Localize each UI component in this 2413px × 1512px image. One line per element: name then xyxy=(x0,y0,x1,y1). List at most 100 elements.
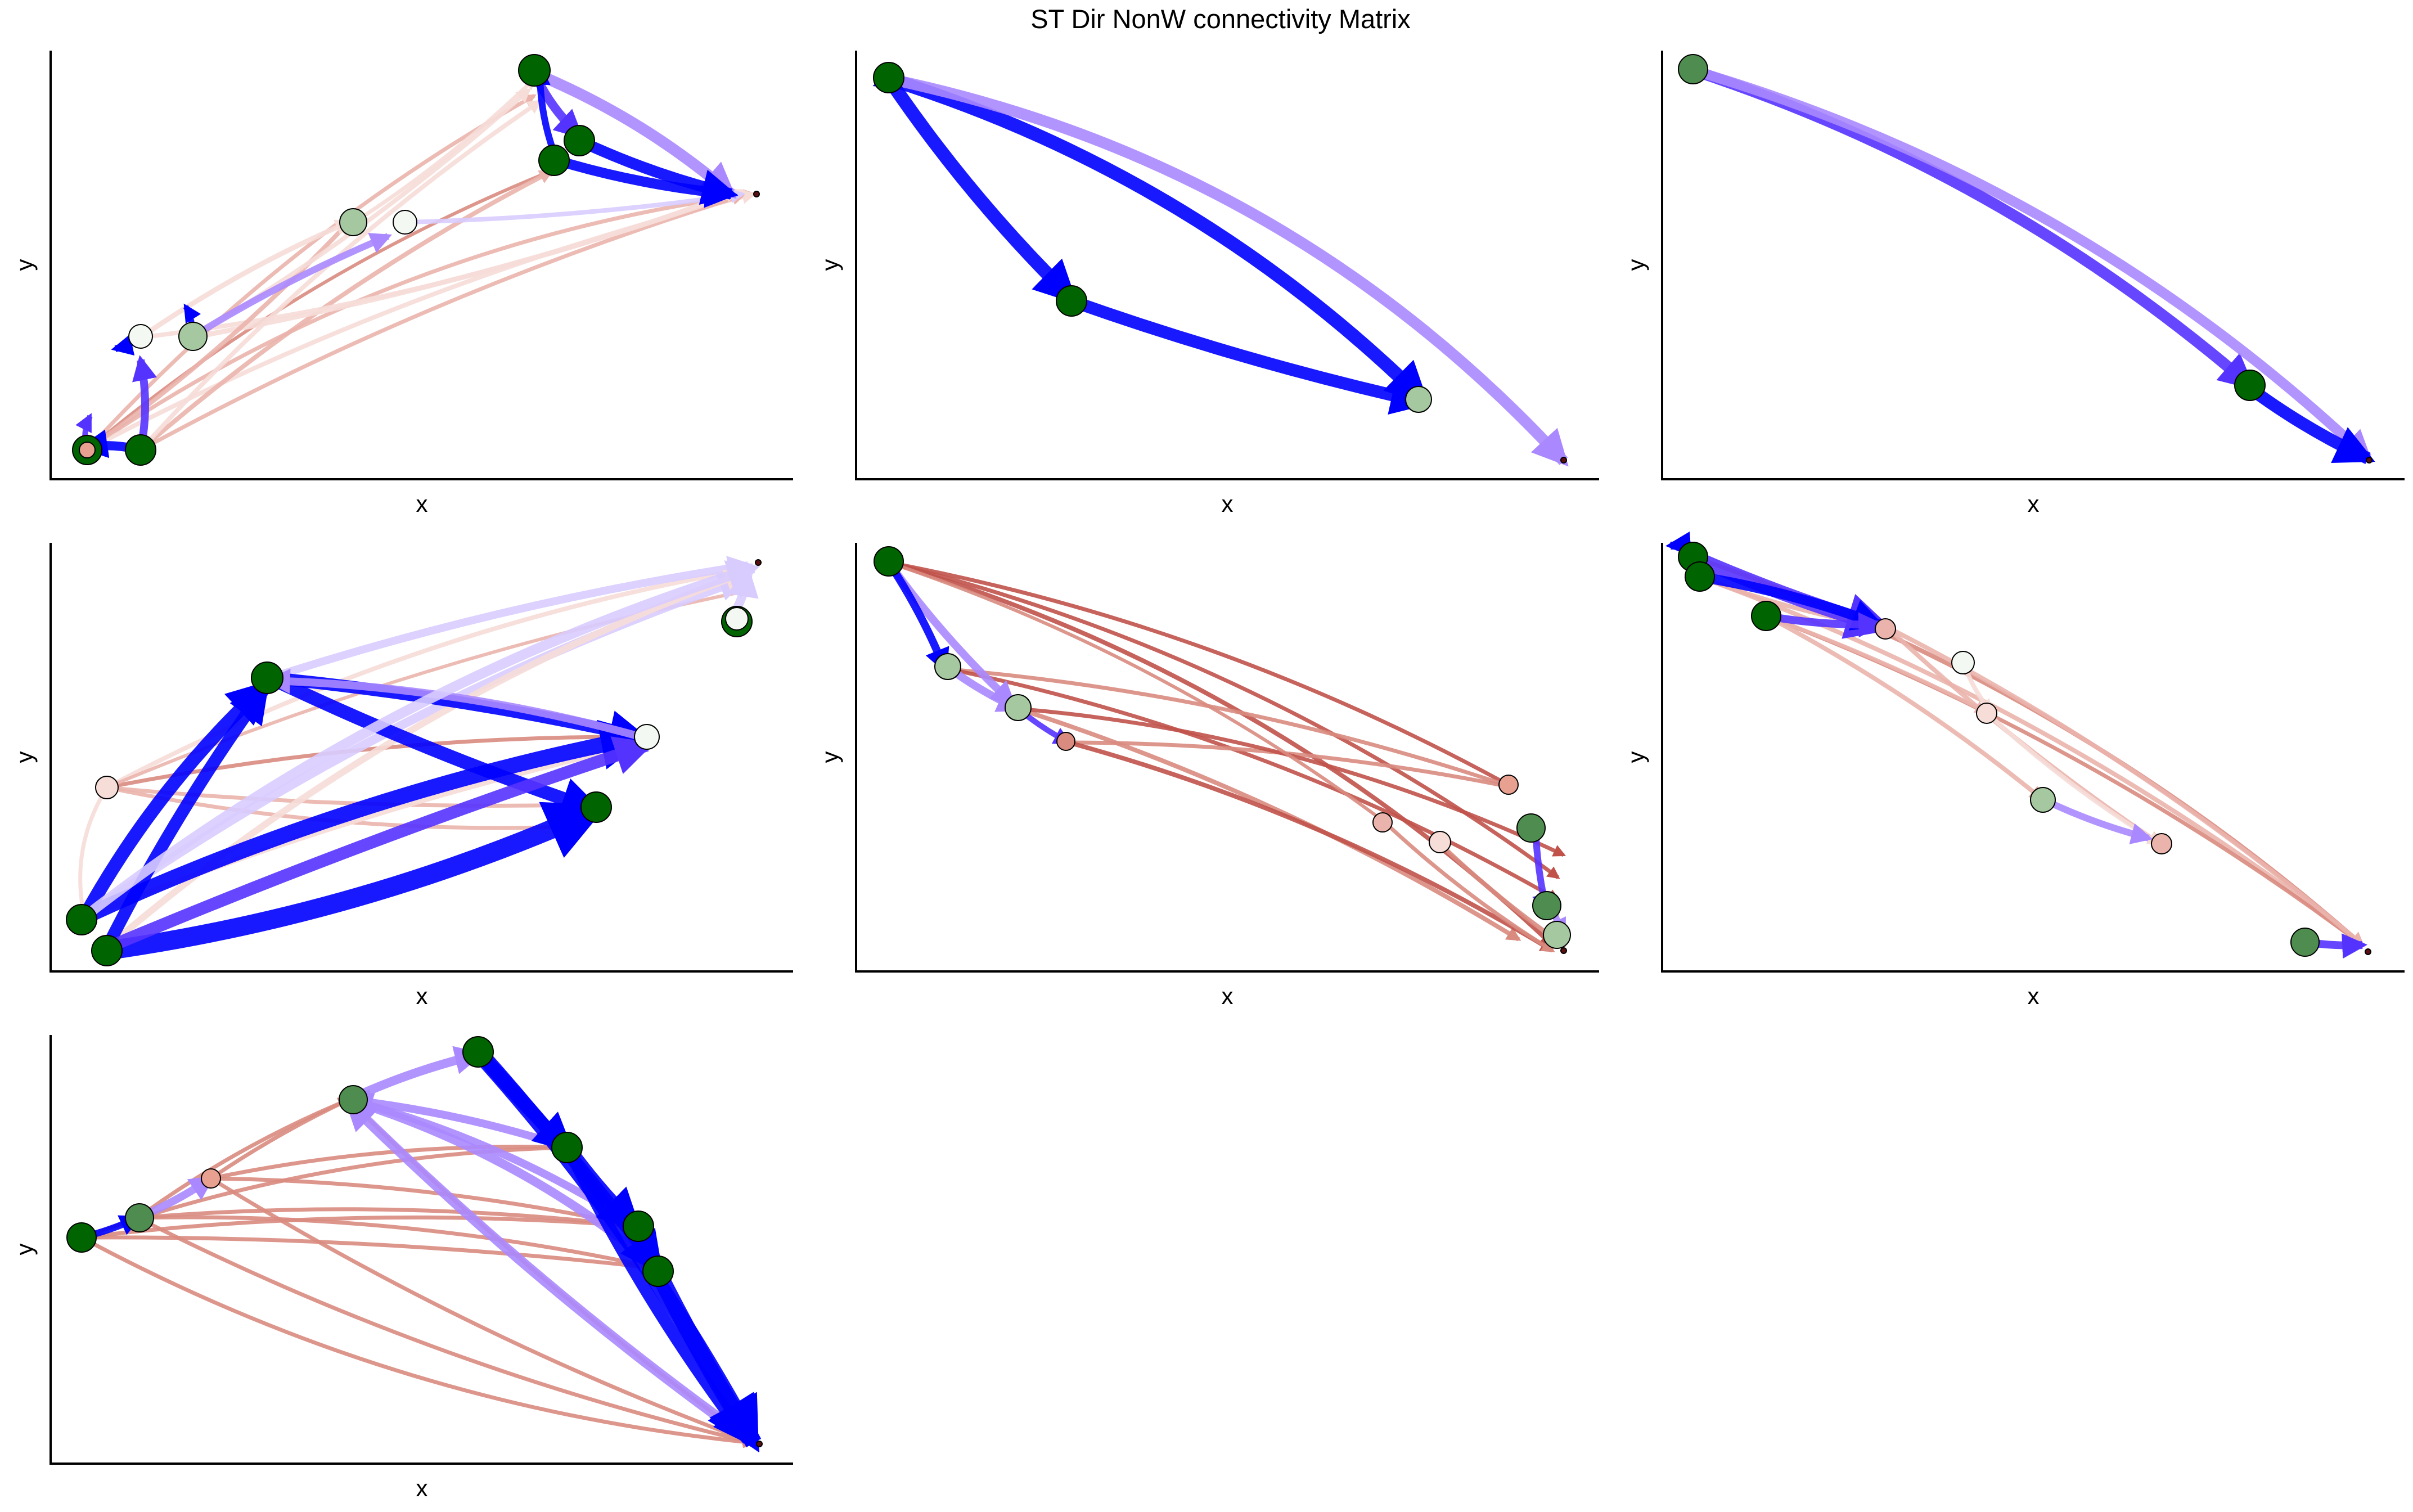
panel-4-node xyxy=(95,776,119,799)
panel-1-node xyxy=(79,442,96,458)
panel-6-node xyxy=(2151,833,2172,854)
panel-3-nodes xyxy=(1678,54,2373,464)
panel-2-axes xyxy=(855,51,1599,480)
panel-7-edge xyxy=(81,1215,638,1240)
panel-2-edge xyxy=(883,75,1078,304)
panel-1-node xyxy=(753,191,760,197)
panel-4-edge xyxy=(267,672,605,820)
panel-6-y-label: y xyxy=(1623,752,1649,763)
panel-5-edge xyxy=(1068,740,1555,953)
panel-4-node xyxy=(580,791,612,823)
panel-7-node xyxy=(642,1256,674,1287)
panel-1-edge xyxy=(86,189,757,452)
panel-3-y-label: y xyxy=(1623,259,1649,271)
panel-1-edge xyxy=(353,76,537,224)
panels-container: x y x y x y x y x xyxy=(11,51,2405,1501)
panel-1-edge xyxy=(404,188,746,224)
panel-4-edge xyxy=(106,785,599,811)
panel-4-node xyxy=(634,724,660,750)
panel-4-edge xyxy=(104,736,655,954)
panel-7-edge xyxy=(137,1207,638,1232)
panel-7-edge xyxy=(137,1216,757,1447)
panel-3-edge xyxy=(1691,65,2373,463)
panel-4-y-label: y xyxy=(11,752,38,763)
panel-6-x-label: x xyxy=(2028,983,2040,1009)
panel-2-edge xyxy=(887,73,1569,467)
figure-title: ST Dir NonW connectivity Matrix xyxy=(1030,4,1411,34)
panel-6-edge xyxy=(1765,614,2044,801)
panel-4-edge xyxy=(101,682,269,951)
panel-5-edge xyxy=(950,667,1560,902)
panel-5-node xyxy=(1543,921,1571,949)
panel-5-node xyxy=(1498,775,1519,795)
panel-1-axes xyxy=(49,51,793,480)
panel-7-node xyxy=(756,1441,763,1447)
panel-1-node xyxy=(128,324,153,349)
panel-1-edge xyxy=(189,233,393,341)
panel-2-x-label: x xyxy=(1222,490,1233,517)
panel-5-node xyxy=(874,546,904,577)
panel-1-node xyxy=(125,434,156,466)
panel-4-x-label: x xyxy=(416,983,428,1009)
panel-5-edge xyxy=(1018,706,1566,857)
panel-6-node xyxy=(2290,928,2320,957)
panel-6-axes xyxy=(1661,543,2405,973)
panel-5-node xyxy=(1429,831,1451,853)
network-panel-1: x y xyxy=(11,51,793,517)
panel-7-node xyxy=(462,1036,494,1068)
panel-5-node xyxy=(1532,891,1561,920)
panel-1-edge xyxy=(139,219,352,340)
panel-5-x-label: x xyxy=(1222,983,1233,1009)
panel-3-node xyxy=(2234,370,2266,401)
panel-1-node xyxy=(339,208,367,236)
panel-4-edge xyxy=(265,668,642,741)
panel-4-node xyxy=(725,607,749,631)
panel-5-axes xyxy=(855,543,1599,973)
panel-7-y-label: y xyxy=(11,1244,38,1256)
panel-7-node xyxy=(125,1203,154,1232)
panel-4-edge xyxy=(81,560,760,921)
network-panel-3: x y xyxy=(1623,51,2405,517)
panel-4-node xyxy=(251,662,283,694)
panel-7-node xyxy=(551,1132,583,1163)
panel-7-nodes xyxy=(66,1036,763,1447)
network-panel-4: x y xyxy=(11,543,793,1009)
panel-4-edges xyxy=(76,556,760,960)
panel-6-edge xyxy=(1885,626,2163,846)
panel-7-edge xyxy=(210,1177,757,1446)
panel-1-node xyxy=(564,125,595,156)
panel-5-node xyxy=(1056,732,1075,751)
panel-1-node xyxy=(393,210,417,235)
panel-1-node xyxy=(538,145,570,176)
panel-7-node xyxy=(339,1085,368,1114)
panel-7-node xyxy=(623,1210,654,1242)
panel-7-edge xyxy=(346,1046,484,1104)
panel-4-node xyxy=(91,935,123,966)
panel-5-edge xyxy=(888,560,1515,790)
panel-2-node xyxy=(873,62,904,93)
network-panel-2: x y xyxy=(817,51,1599,517)
panel-7-node xyxy=(201,1168,221,1189)
panel-2-edge xyxy=(886,72,1429,406)
panel-5-edge xyxy=(885,560,949,674)
panel-6-edge xyxy=(1765,614,1988,714)
panel-1-node xyxy=(178,322,208,351)
panel-1-y-label: y xyxy=(11,259,38,271)
panel-2-node xyxy=(1405,386,1432,413)
panel-4-edge xyxy=(106,562,757,790)
panel-2-y-label: y xyxy=(817,259,843,271)
panel-5-node xyxy=(1005,694,1032,721)
panel-6-node xyxy=(1875,618,1896,640)
panel-5-edges xyxy=(885,560,1567,953)
panel-2-edges xyxy=(872,65,1569,467)
panel-4-edge xyxy=(268,556,753,682)
panel-5-node xyxy=(934,653,961,680)
panel-7-axes xyxy=(49,1035,793,1465)
panel-7-edge xyxy=(137,1215,661,1273)
panel-7-edges xyxy=(80,1046,762,1452)
panel-2-edge xyxy=(1069,295,1431,415)
panel-6-edge xyxy=(2040,795,2153,844)
panel-6-node xyxy=(2365,948,2371,955)
panel-2-node xyxy=(1560,457,1567,464)
